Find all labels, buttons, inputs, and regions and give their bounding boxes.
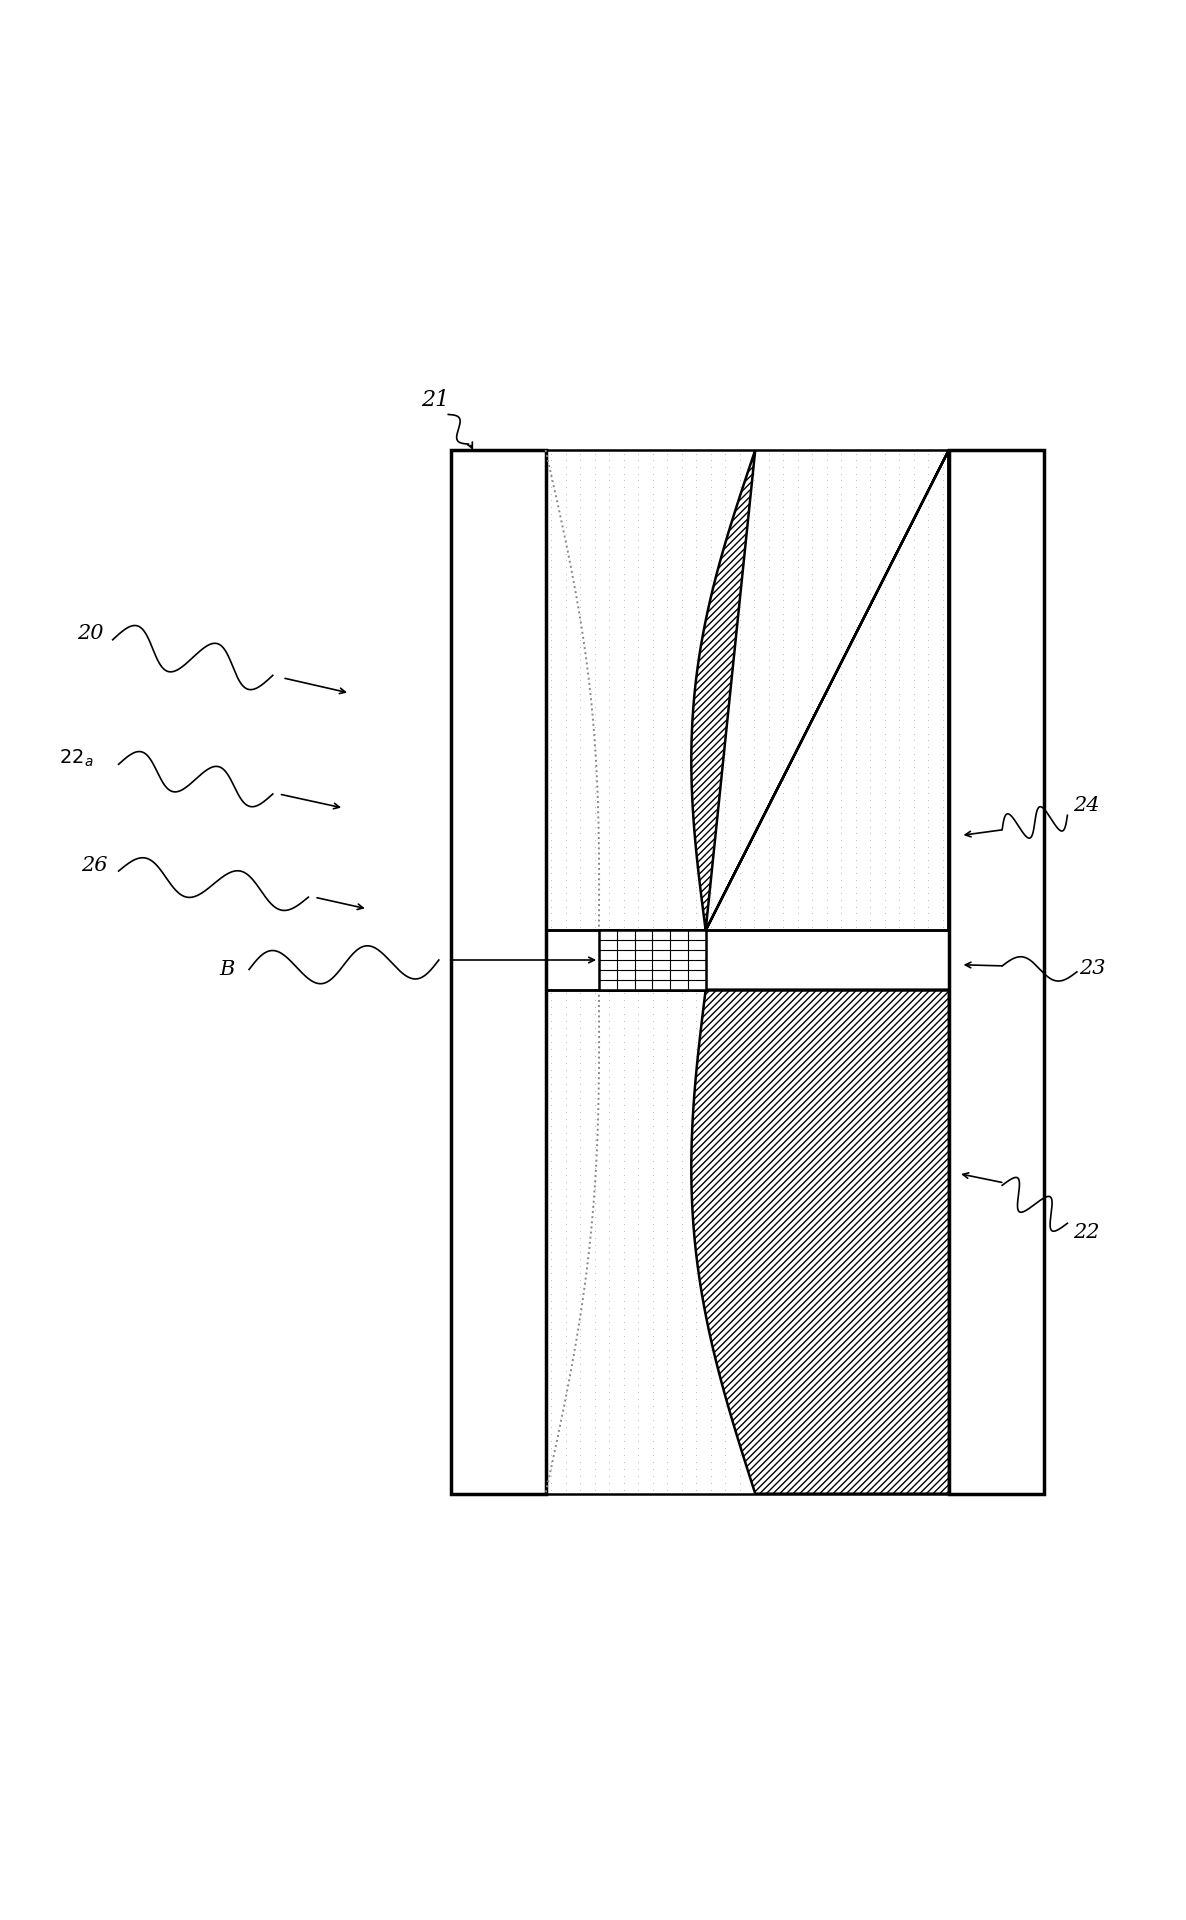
Text: 26: 26 — [81, 856, 107, 876]
Bar — [451, 449, 546, 1494]
Text: 24: 24 — [1073, 797, 1099, 816]
Text: 23: 23 — [1079, 958, 1105, 977]
Bar — [546, 989, 949, 1494]
Text: 22: 22 — [1073, 1223, 1099, 1242]
Text: $22_a$: $22_a$ — [59, 747, 94, 770]
Bar — [949, 449, 1044, 1494]
Text: 21: 21 — [421, 390, 449, 411]
Text: 20: 20 — [77, 624, 103, 643]
Bar — [599, 931, 706, 989]
Polygon shape — [691, 989, 949, 1494]
Polygon shape — [691, 449, 949, 931]
Bar — [546, 449, 949, 931]
Text: B: B — [219, 960, 235, 979]
